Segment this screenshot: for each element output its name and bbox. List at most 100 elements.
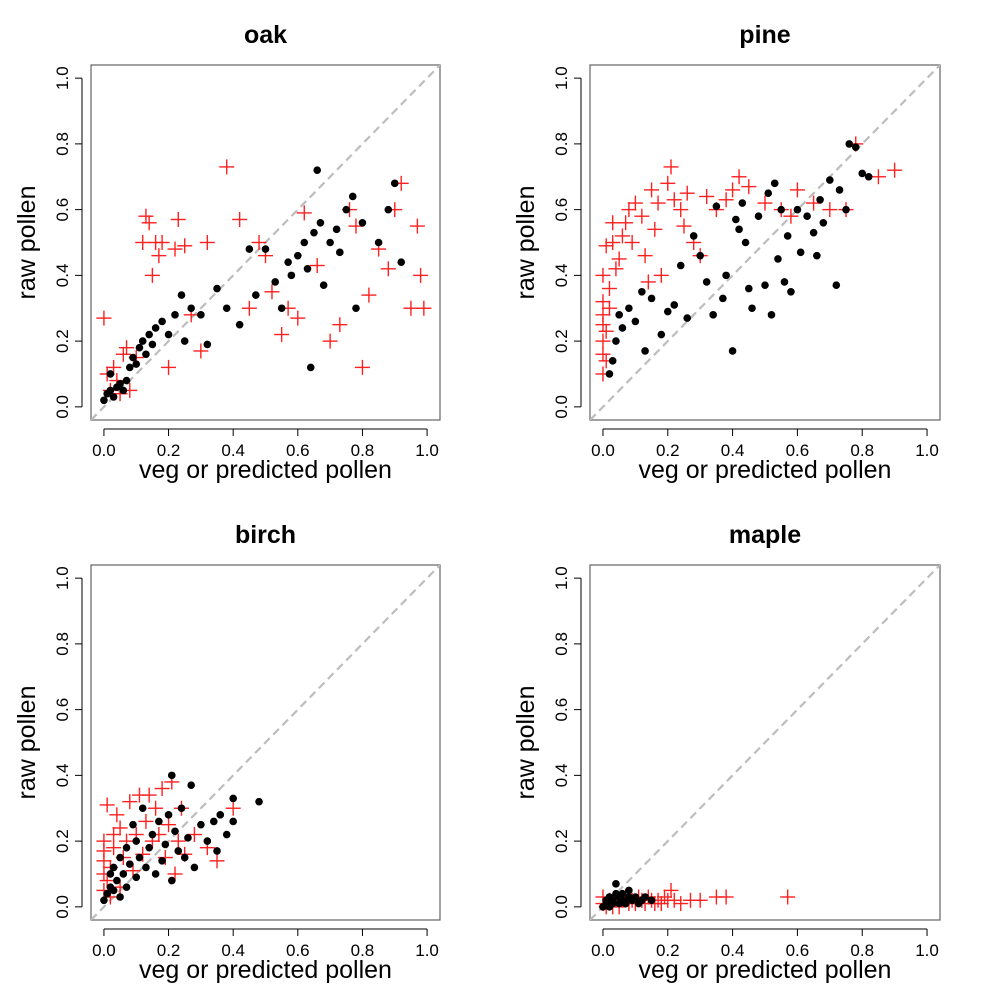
veg-pollen-point (608, 896, 617, 905)
y-tick-label: 0.6 (552, 198, 571, 222)
predicted-pollen-point (595, 346, 611, 362)
veg-pollen-point (618, 324, 627, 332)
veg-pollen-point (780, 278, 789, 286)
veg-pollen-point (352, 304, 360, 313)
veg-pollen-point (138, 337, 147, 345)
predicted-pollen-point (699, 188, 715, 204)
veg-pollen-point (835, 186, 844, 194)
x-tick-label: 0.4 (221, 441, 245, 460)
veg-pollen-point (832, 281, 841, 290)
predicted-pollen-point (296, 205, 312, 221)
predicted-pollen-point (731, 169, 747, 185)
veg-pollen-point (129, 353, 137, 362)
predicted-pollen-point (309, 258, 325, 274)
predicted-pollen-point (673, 202, 689, 218)
predicted-pollen-point (322, 333, 338, 349)
predicted-pollen-point (666, 192, 682, 208)
veg-pollen-point (171, 311, 179, 319)
veg-pollen-point (319, 281, 328, 290)
veg-pollen-point (348, 192, 357, 201)
predicted-pollen-point (741, 179, 757, 195)
x-tick-label: 0.6 (786, 941, 810, 960)
predicted-pollen-point (608, 261, 624, 277)
veg-pollen-point (845, 140, 854, 148)
y-tick-label: 0.4 (552, 764, 571, 788)
veg-pollen-point (809, 228, 818, 237)
veg-pollen-point (145, 843, 153, 852)
predicted-pollen-point (663, 882, 679, 898)
veg-pollen-point (374, 238, 383, 247)
y-tick-label: 0.8 (552, 132, 571, 156)
predicted-pollen-point (653, 267, 669, 283)
y-tick-label: 0.2 (53, 329, 72, 353)
veg-pollen-point (641, 347, 649, 355)
y-axis-label: raw pollen (512, 686, 540, 800)
predicted-pollen-point (106, 827, 122, 843)
veg-pollen-point (158, 317, 166, 326)
veg-pollen-point (252, 291, 260, 299)
predicted-pollen-point (161, 817, 177, 833)
predicted-pollen-point (106, 840, 122, 856)
veg-pollen-point (719, 294, 727, 303)
reference-line (590, 65, 940, 420)
veg-pollen-point (119, 386, 128, 395)
predicted-pollen-point (122, 794, 138, 810)
plot-frame-oak (90, 64, 441, 421)
predicted-pollen-point (663, 159, 679, 175)
y-tick-label: 0.0 (53, 895, 72, 919)
x-axis-label: veg or predicted pollen (639, 956, 892, 984)
veg-pollen-point (787, 288, 795, 296)
y-tick-label: 0.6 (53, 198, 72, 222)
veg-pollen-point (158, 857, 166, 865)
predicted-pollen-point (115, 346, 131, 362)
predicted-pollen-point (676, 218, 692, 234)
predicted-pollen-point (657, 889, 673, 905)
plot-area-maple (590, 565, 940, 920)
panel-maple: maple 0.0 0.2 0.4 0.6 0.8 1.0 0.0 0.2 0.4 0.6 0.8 1.… (512, 521, 941, 984)
veg-pollen-point (167, 876, 176, 885)
predicted-pollen-point (653, 896, 669, 912)
veg-pollen-point (190, 863, 199, 872)
predicted-pollen-point (274, 327, 290, 343)
y-tick-label: 1.0 (53, 566, 72, 590)
veg-pollen-point (155, 817, 163, 826)
veg-pollen-point (332, 225, 341, 234)
veg-pollen-point (142, 350, 150, 359)
predicted-pollen-point (637, 248, 653, 264)
x-tick-label: 1.0 (915, 441, 939, 460)
veg-pollen-point (625, 304, 633, 313)
veg-pollen-point (177, 804, 186, 813)
veg-pollen-point (777, 205, 786, 214)
veg-pollen-point (119, 870, 128, 878)
veg-pollen-point (106, 870, 115, 878)
veg-pollen-point (709, 311, 717, 319)
veg-pollen-point (754, 212, 763, 221)
veg-pollen-point (683, 314, 692, 322)
predicted-pollen-point (780, 889, 796, 905)
veg-pollen-point (122, 883, 131, 891)
veg-pollen-point (122, 843, 131, 852)
veg-pollen-point (271, 278, 279, 286)
panel-title-maple: maple (729, 521, 801, 549)
veg-pollen-point (138, 804, 147, 813)
veg-pollen-point (313, 166, 322, 174)
predicted-pollen-point (634, 208, 650, 224)
x-tick-label: 0.6 (286, 441, 310, 460)
veg-pollen-point (174, 847, 183, 855)
predicted-pollen-point (692, 892, 708, 908)
predicted-pollen-point (783, 208, 799, 224)
x-tick-label: 0.2 (157, 441, 181, 460)
x-tick-label: 0.8 (850, 441, 874, 460)
veg-pollen-point (209, 817, 218, 826)
x-tick-label: 0.6 (286, 941, 310, 960)
x-tick-label: 0.6 (786, 441, 810, 460)
panel-title-pine: pine (739, 21, 790, 49)
panel-title-birch: birch (235, 521, 296, 549)
veg-pollen-point (816, 195, 824, 204)
x-tick-label: 0.2 (157, 941, 181, 960)
veg-pollen-point (310, 228, 318, 237)
x-tick-label: 0.0 (92, 441, 116, 460)
veg-pollen-point (109, 886, 118, 895)
veg-pollen-point (358, 218, 367, 227)
y-tick-label: 0.2 (53, 829, 72, 853)
